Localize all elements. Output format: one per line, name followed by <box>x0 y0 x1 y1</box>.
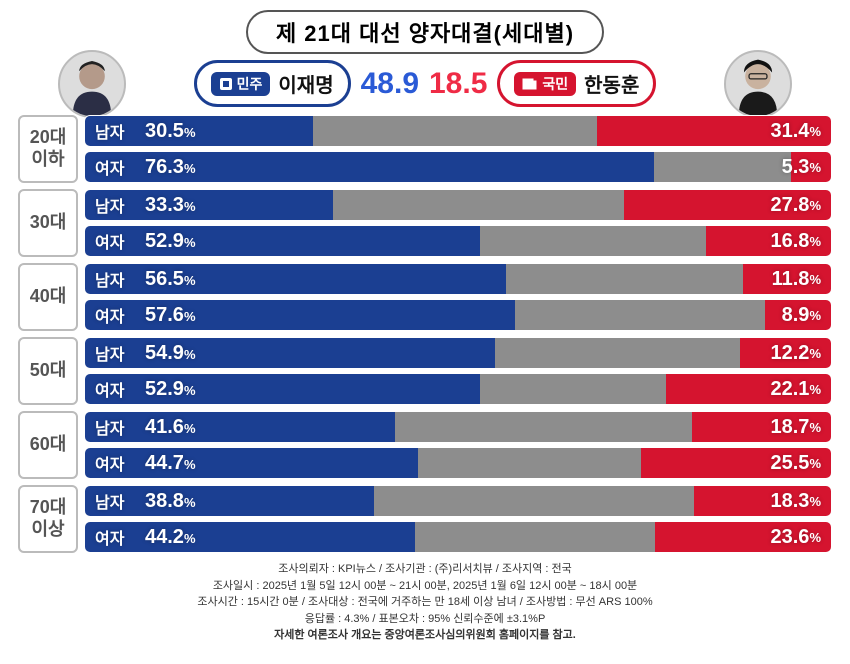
header-row: 민주 이재명 48.9 18.5 국민 한동훈 <box>18 60 832 107</box>
title-wrap: 제 21대 대선 양자대결(세대별) <box>18 10 832 54</box>
bar-segment-mid <box>418 448 640 478</box>
age-group-label: 50대 <box>18 337 78 405</box>
bar-row: 여자52.9% 16.8% <box>84 225 832 257</box>
bar-right-label: 31.4% <box>771 116 822 146</box>
bar-row: 여자76.3% 5.3% <box>84 151 832 183</box>
age-group: 60대 남자41.6% 18.7% 여자44.7% 25.5% <box>18 411 832 479</box>
bar-left-label: 남자54.9% <box>95 338 196 368</box>
bar-row: 남자56.5% 11.8% <box>84 263 832 295</box>
age-group: 70대 이상 남자38.8% 18.3% 여자44.2% 23.6% <box>18 485 832 553</box>
party-tag-left-text: 민주 <box>237 74 263 94</box>
poll-chart: 제 21대 대선 양자대결(세대별) 민주 이재명 48.9 18.5 국민 한… <box>0 0 850 652</box>
party-left-icon <box>219 77 233 91</box>
bar-right-label: 12.2% <box>771 338 822 368</box>
bar-right-label: 18.3% <box>771 486 822 516</box>
age-group-label: 60대 <box>18 411 78 479</box>
bar-segment-mid <box>480 374 667 404</box>
bar-row: 여자57.6% 8.9% <box>84 299 832 331</box>
bar-left-label: 남자56.5% <box>95 264 196 294</box>
age-group: 20대 이하 남자30.5% 31.4% 여자76.3% 5.3% <box>18 115 832 183</box>
candidate-left-avatar <box>58 50 126 118</box>
bar-segment-mid <box>415 522 655 552</box>
footnote-line: 조사시간 : 15시간 0분 / 조사대상 : 전국에 거주하는 만 18세 이… <box>18 594 832 611</box>
bar-row: 남자33.3% 27.8% <box>84 189 832 221</box>
candidate-left-value: 48.9 <box>361 67 419 101</box>
party-right-icon <box>522 77 538 91</box>
age-group: 50대 남자54.9% 12.2% 여자52.9% 22.1% <box>18 337 832 405</box>
bar-segment-mid <box>395 412 691 442</box>
bar-right-label: 25.5% <box>771 448 822 478</box>
candidate-right-value: 18.5 <box>429 67 487 101</box>
age-group: 30대 남자33.3% 27.8% 여자52.9% 16.8% <box>18 189 832 257</box>
candidate-right-avatar <box>724 50 792 118</box>
bar-segment-mid <box>506 264 743 294</box>
age-group-label: 40대 <box>18 263 78 331</box>
group-rows: 남자56.5% 11.8% 여자57.6% 8.9% <box>84 263 832 331</box>
bar-right-label: 18.7% <box>771 412 822 442</box>
bar-left-label: 여자44.2% <box>95 522 196 552</box>
bar-segment-mid <box>495 338 740 368</box>
bar-left-label: 남자30.5% <box>95 116 196 146</box>
bar-segment-mid <box>480 226 706 256</box>
age-group-label: 70대 이상 <box>18 485 78 553</box>
party-tag-right-text: 국민 <box>542 74 568 94</box>
bar-segment-mid <box>515 300 765 330</box>
bar-left-label: 남자38.8% <box>95 486 196 516</box>
age-group-label: 30대 <box>18 189 78 257</box>
group-rows: 남자38.8% 18.3% 여자44.2% 23.6% <box>84 485 832 553</box>
party-tag-left: 민주 <box>211 72 271 96</box>
bar-row: 여자44.7% 25.5% <box>84 447 832 479</box>
candidate-left-name: 이재명 <box>278 69 333 98</box>
bar-row: 남자41.6% 18.7% <box>84 411 832 443</box>
bar-row: 여자44.2% 23.6% <box>84 521 832 553</box>
candidate-right-pill: 국민 한동훈 <box>497 60 656 107</box>
bar-row: 남자54.9% 12.2% <box>84 337 832 369</box>
bar-left-label: 여자76.3% <box>95 152 196 182</box>
bar-right-label: 5.3% <box>782 152 821 182</box>
candidate-left-pill: 민주 이재명 <box>194 60 351 107</box>
chart-title: 제 21대 대선 양자대결(세대별) <box>246 10 604 54</box>
group-rows: 남자41.6% 18.7% 여자44.7% 25.5% <box>84 411 832 479</box>
age-group: 40대 남자56.5% 11.8% 여자57.6% 8.9% <box>18 263 832 331</box>
group-rows: 남자54.9% 12.2% 여자52.9% 22.1% <box>84 337 832 405</box>
footnote-line: 응답률 : 4.3% / 표본오차 : 95% 신뢰수준에 ±3.1%P <box>18 611 832 628</box>
bar-left-label: 여자57.6% <box>95 300 196 330</box>
footnotes: 조사의뢰자 : KPI뉴스 / 조사기관 : (주)리서치뷰 / 조사지역 : … <box>18 561 832 644</box>
group-rows: 남자30.5% 31.4% 여자76.3% 5.3% <box>84 115 832 183</box>
bar-segment-mid <box>654 152 791 182</box>
bar-segment-mid <box>313 116 597 146</box>
bar-right-label: 23.6% <box>771 522 822 552</box>
bar-right-label: 8.9% <box>782 300 821 330</box>
footnote-line: 조사의뢰자 : KPI뉴스 / 조사기관 : (주)리서치뷰 / 조사지역 : … <box>18 561 832 578</box>
bar-row: 남자38.8% 18.3% <box>84 485 832 517</box>
bar-segment-mid <box>374 486 694 516</box>
bar-left-label: 남자33.3% <box>95 190 196 220</box>
bar-row: 남자30.5% 31.4% <box>84 115 832 147</box>
bar-segment-mid <box>333 190 623 220</box>
bar-right-label: 27.8% <box>771 190 822 220</box>
bar-groups: 20대 이하 남자30.5% 31.4% 여자76.3% 5.3% 30대 남자33.3% 2… <box>18 115 832 553</box>
age-group-label: 20대 이하 <box>18 115 78 183</box>
bar-right-label: 11.8% <box>772 264 821 294</box>
bar-left-label: 여자52.9% <box>95 226 196 256</box>
group-rows: 남자33.3% 27.8% 여자52.9% 16.8% <box>84 189 832 257</box>
footnote-bold: 자세한 여론조사 개요는 중앙여론조사심의위원회 홈페이지를 참고. <box>18 627 832 644</box>
footnote-line: 조사일시 : 2025년 1월 5일 12시 00분 ~ 21시 00분, 20… <box>18 578 832 595</box>
bar-left-label: 여자52.9% <box>95 374 196 404</box>
candidate-right-name: 한동훈 <box>584 69 639 98</box>
bar-row: 여자52.9% 22.1% <box>84 373 832 405</box>
bar-right-label: 22.1% <box>771 374 822 404</box>
party-tag-right: 국민 <box>514 72 576 96</box>
bar-right-label: 16.8% <box>771 226 822 256</box>
bar-left-label: 여자44.7% <box>95 448 196 478</box>
bar-left-label: 남자41.6% <box>95 412 196 442</box>
